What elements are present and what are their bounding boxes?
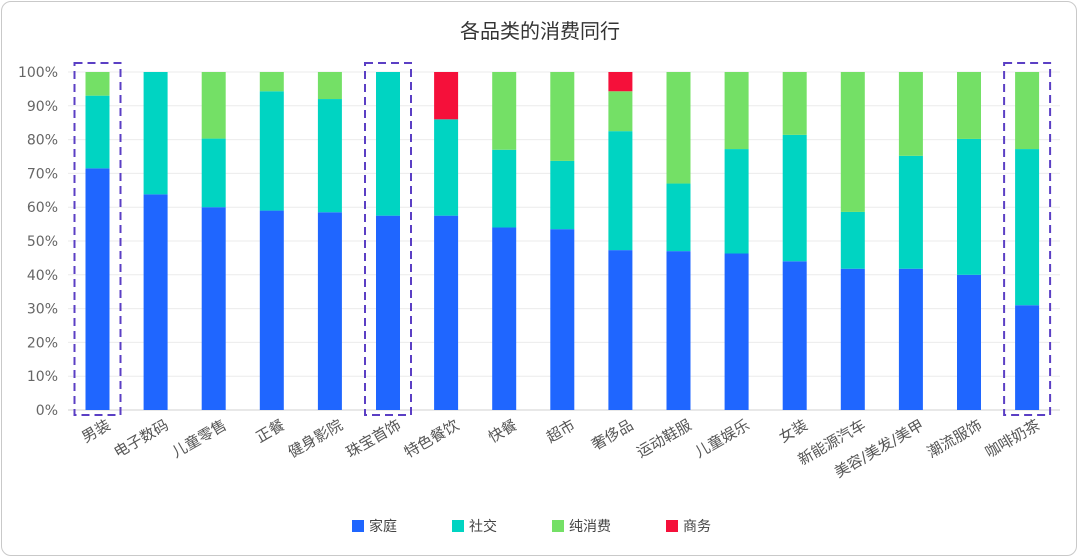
x-tick-label: 女装 xyxy=(776,416,811,447)
y-tick-label: 70% xyxy=(27,166,58,182)
x-tick-label: 儿童娱乐 xyxy=(692,416,753,462)
bar-segment xyxy=(434,215,459,410)
x-axis: 男装电子数码儿童零售 正餐健身影院珠宝首饰特色餐饮 快餐 超市 奢侈品运动鞋服儿童娱乐女… xyxy=(79,416,1044,482)
bar-segment xyxy=(840,72,865,212)
bar-segment xyxy=(85,95,110,169)
bar-segment xyxy=(1015,149,1040,306)
bar-segment xyxy=(259,210,284,410)
y-tick-label: 20% xyxy=(27,335,58,351)
bar-segment xyxy=(782,261,807,410)
bars xyxy=(85,72,1040,410)
x-tick-label: 特色餐饮 xyxy=(401,416,462,462)
bar-segment xyxy=(201,138,226,208)
x-tick-label: 健身影院 xyxy=(285,416,346,462)
bar-segment xyxy=(201,72,226,139)
y-axis: 0% 10% 20% 30% 40% 50% 60% 70% 80% 90% 100% xyxy=(18,65,58,419)
bar-segment xyxy=(317,72,342,100)
x-tick-label: 电子数码 xyxy=(111,416,172,462)
bar-segment xyxy=(957,274,981,410)
x-tick-label: 运动鞋服 xyxy=(634,416,695,462)
bar-segment xyxy=(550,72,575,161)
bar-segment xyxy=(143,72,168,195)
legend-label: 家庭 xyxy=(369,518,397,535)
bar-segment xyxy=(85,72,110,96)
bar-segment xyxy=(143,194,168,410)
y-tick-label: 50% xyxy=(27,234,58,250)
x-tick-label: 超市 xyxy=(543,416,578,447)
bar-segment xyxy=(434,119,459,216)
legend-swatch xyxy=(452,520,464,532)
x-tick-label: 珠宝首饰 xyxy=(343,416,404,462)
legend-swatch xyxy=(352,520,364,532)
bar-segment xyxy=(666,251,691,410)
y-tick-label: 30% xyxy=(27,302,58,318)
bar-segment xyxy=(898,155,923,269)
bar-segment xyxy=(317,212,342,410)
bar-segment xyxy=(898,268,923,410)
bar-segment xyxy=(201,207,226,410)
bar-segment xyxy=(434,72,459,120)
bar-segment xyxy=(957,138,981,275)
bar-segment xyxy=(492,72,517,150)
bar-segment xyxy=(666,72,691,184)
bar-segment xyxy=(376,215,400,410)
legend-swatch xyxy=(552,520,564,532)
bar-segment xyxy=(608,91,633,132)
bar-segment xyxy=(840,211,865,269)
bar-segment xyxy=(376,72,400,216)
bar-segment xyxy=(85,168,110,410)
bar-segment xyxy=(1015,305,1040,410)
highlight-box xyxy=(364,62,412,416)
bar-segment xyxy=(608,250,633,410)
bar-segment xyxy=(782,72,807,135)
y-tick-label: 80% xyxy=(27,133,58,149)
x-tick-label: 奢侈品 xyxy=(588,416,636,454)
y-tick-label: 0% xyxy=(36,403,58,419)
x-tick-label: 儿童零售 xyxy=(169,416,230,462)
bar-segment xyxy=(492,149,517,228)
y-tick-label: 40% xyxy=(27,268,58,284)
highlight-boxes xyxy=(73,62,1052,416)
legend-label: 商务 xyxy=(683,519,711,535)
legend-swatch xyxy=(666,520,678,532)
chart-title: 各品类的消费同行 xyxy=(460,19,620,43)
bar-segment xyxy=(724,72,749,150)
bar-segment xyxy=(840,268,865,410)
legend-label: 社交 xyxy=(469,518,497,535)
bar-segment xyxy=(259,91,284,211)
bar-segment xyxy=(259,72,284,92)
bar-segment xyxy=(724,253,749,410)
x-tick-label: 男装 xyxy=(79,416,114,447)
bar-segment xyxy=(898,72,923,156)
bar-segment xyxy=(782,134,807,262)
bar-segment xyxy=(608,72,633,92)
x-tick-label: 正餐 xyxy=(253,416,288,447)
x-tick-label: 快餐 xyxy=(485,416,520,447)
bar-segment xyxy=(317,99,342,213)
highlight-box xyxy=(73,62,122,416)
legend: 家庭 社交 纯消费 商务 xyxy=(352,518,711,535)
bar-segment xyxy=(957,72,981,139)
bar-segment xyxy=(550,160,575,230)
y-tick-label: 90% xyxy=(27,99,58,115)
bar-segment xyxy=(1015,72,1040,150)
y-tick-label: 10% xyxy=(27,369,58,385)
legend-label: 纯消费 xyxy=(569,519,611,535)
bar-segment xyxy=(724,149,749,254)
x-tick-label: 潮流服饰 xyxy=(924,416,985,462)
bar-segment xyxy=(550,229,575,410)
bar-segment xyxy=(492,227,517,410)
y-tick-label: 100% xyxy=(18,65,58,81)
bar-segment xyxy=(608,131,633,251)
y-tick-label: 60% xyxy=(27,200,58,216)
bar-segment xyxy=(666,183,691,252)
x-tick-label: 咖啡奶茶 xyxy=(982,416,1043,462)
highlight-box xyxy=(1003,62,1052,416)
